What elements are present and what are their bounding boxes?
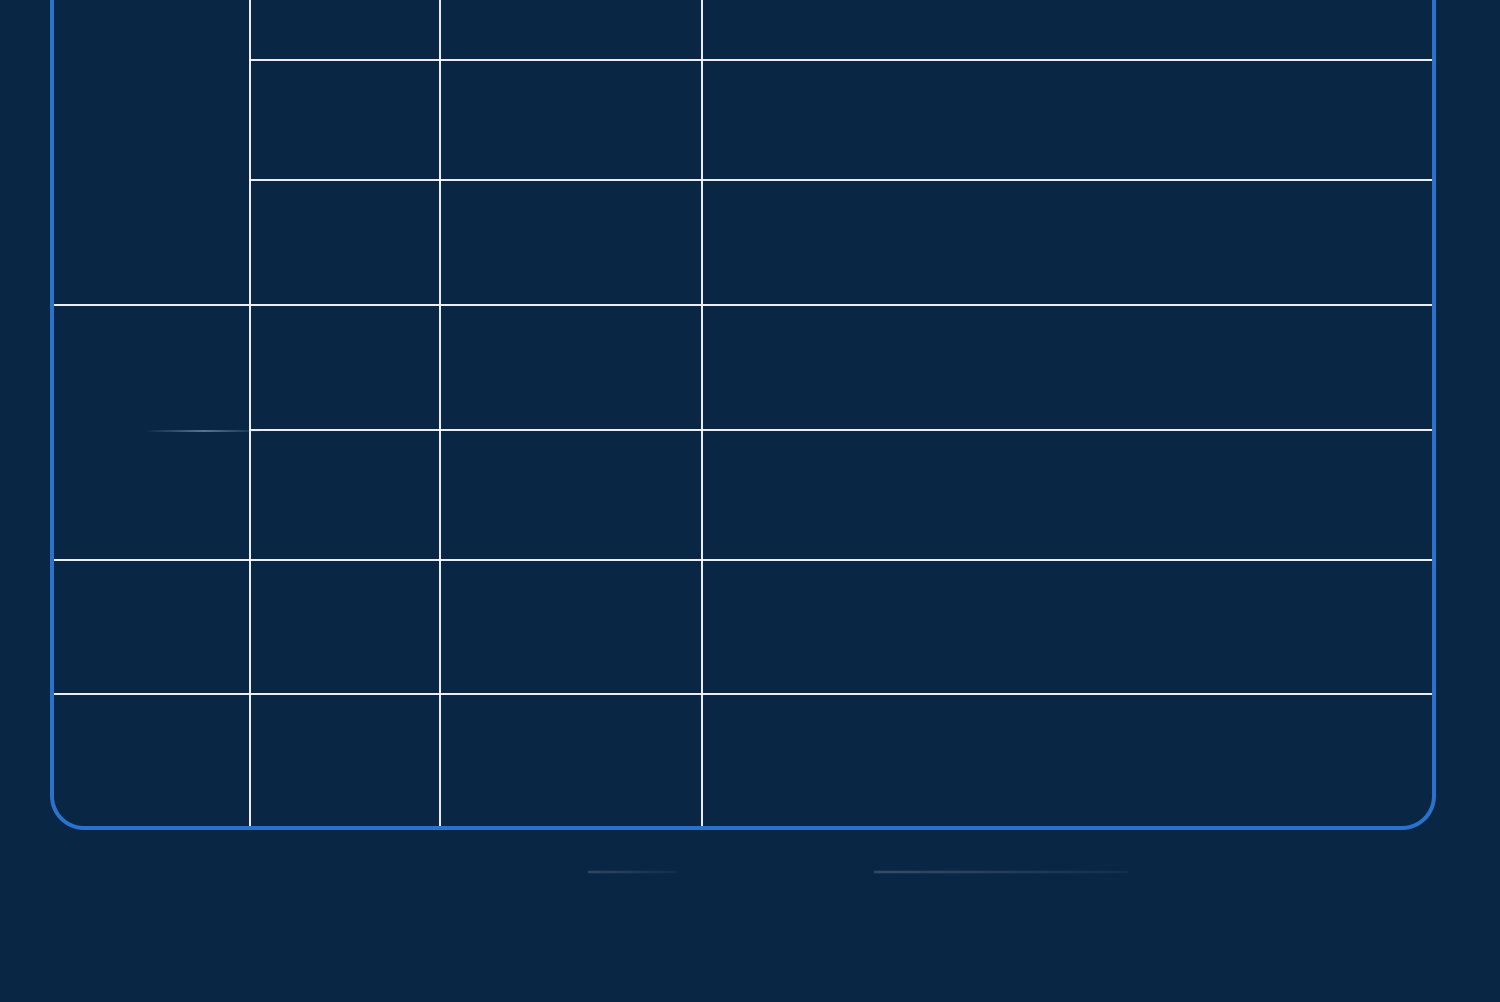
table-grid xyxy=(54,0,1432,826)
vertical-divider xyxy=(439,0,441,826)
table-cell xyxy=(251,0,439,59)
table-cell xyxy=(251,695,439,826)
table-cell xyxy=(54,0,249,304)
horizontal-divider xyxy=(54,304,1432,306)
table-cell xyxy=(54,695,249,826)
decorative-streak xyxy=(144,430,264,432)
footer xyxy=(0,856,1500,898)
footer-right-text xyxy=(874,856,1134,876)
table-cell xyxy=(703,306,1432,429)
table-cell xyxy=(703,61,1432,179)
table-cell xyxy=(251,306,439,429)
table-cell xyxy=(251,181,439,304)
table-cell xyxy=(54,306,249,559)
table-cell xyxy=(441,181,701,304)
table-cell xyxy=(441,61,701,179)
horizontal-divider xyxy=(54,693,1432,695)
table-frame xyxy=(50,0,1436,830)
vertical-divider xyxy=(249,0,251,826)
table-cell xyxy=(703,561,1432,693)
table-cell xyxy=(441,0,701,59)
horizontal-divider xyxy=(249,179,1432,181)
horizontal-divider xyxy=(249,429,1432,431)
table-cell xyxy=(703,695,1432,826)
table-cell xyxy=(703,0,1432,59)
table-cell xyxy=(54,561,249,693)
table-cell xyxy=(251,61,439,179)
horizontal-divider xyxy=(54,559,1432,561)
table-cell xyxy=(441,306,701,429)
table-cell xyxy=(703,431,1432,559)
vertical-divider xyxy=(701,0,703,826)
footer-left-text xyxy=(588,856,708,876)
table-cell xyxy=(441,695,701,826)
table-cell xyxy=(251,431,439,559)
horizontal-divider xyxy=(249,59,1432,61)
table-cell xyxy=(703,181,1432,304)
table-cell xyxy=(441,561,701,693)
table-cell xyxy=(251,561,439,693)
table-cell xyxy=(441,431,701,559)
